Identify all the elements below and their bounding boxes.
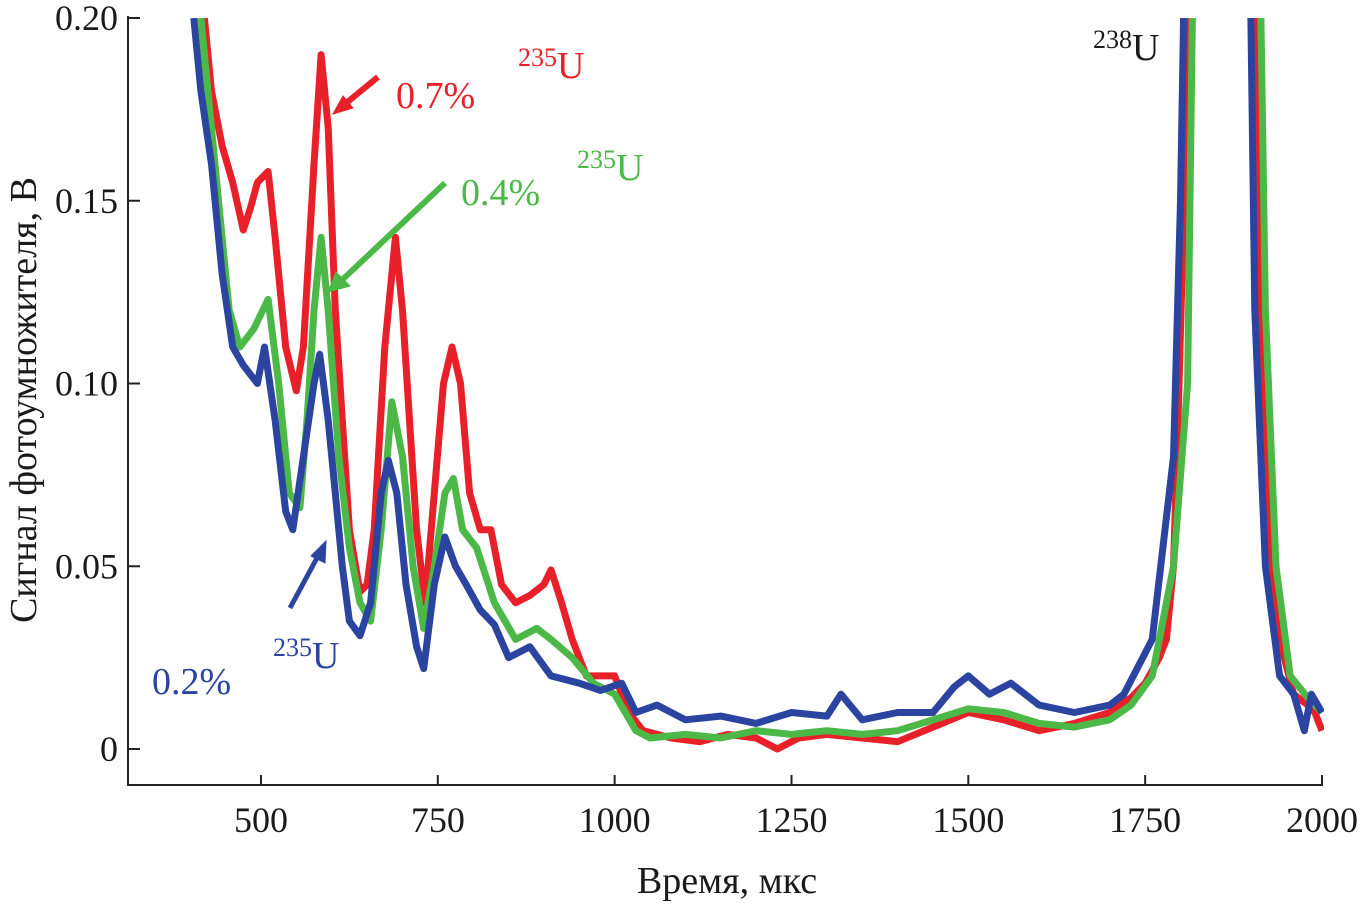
isotope-mass: 235 bbox=[273, 633, 312, 662]
series-line-0-4pct-0 bbox=[197, 18, 1196, 742]
annotation-red-isotope: 235U bbox=[518, 43, 584, 87]
annotation-blue-pct: 0.2% bbox=[152, 661, 231, 703]
isotope-mass: 235 bbox=[577, 145, 616, 174]
x-tick-label: 1250 bbox=[755, 800, 827, 840]
y-axis-label: Сигнал фотоумножителя, В bbox=[3, 177, 45, 623]
isotope-symbol: U bbox=[557, 45, 584, 87]
series-line-0-7pct-0 bbox=[200, 18, 1192, 753]
annotation-u238: 238U bbox=[1093, 25, 1159, 69]
ticks-layer: 500 750 1000 1250 1500 1750 2000 0 0.05 0.10 0.15 0… bbox=[55, 0, 1358, 840]
x-tick-label: 1500 bbox=[932, 800, 1004, 840]
isotope-mass: 235 bbox=[518, 43, 557, 72]
series-layer bbox=[190, 18, 1324, 753]
y-tick-label: 0.20 bbox=[55, 0, 118, 38]
y-tick-label: 0.15 bbox=[55, 181, 118, 221]
isotope-symbol: U bbox=[312, 635, 339, 677]
green-arrow bbox=[327, 180, 448, 293]
x-tick-label: 1000 bbox=[579, 800, 651, 840]
series-line-0-2pct-1 bbox=[1247, 18, 1324, 735]
x-tick-label: 500 bbox=[234, 800, 288, 840]
y-tick-label: 0.10 bbox=[55, 364, 118, 404]
isotope-symbol: U bbox=[616, 147, 643, 189]
annotation-green-pct: 0.4% bbox=[461, 172, 540, 214]
isotope-mass: 238 bbox=[1093, 25, 1132, 54]
annotation-green-isotope: 235U bbox=[577, 145, 643, 189]
series-line-0-2pct-0 bbox=[190, 18, 1188, 727]
red-arrow bbox=[331, 74, 380, 115]
x-tick-label: 1750 bbox=[1109, 800, 1181, 840]
annotation-blue-isotope: 235U bbox=[273, 633, 339, 677]
isotope-symbol: U bbox=[1132, 27, 1159, 69]
y-tick-label: 0.05 bbox=[55, 546, 118, 586]
y-tick-label: 0 bbox=[100, 729, 118, 769]
x-axis-label: Время, мкс bbox=[637, 860, 817, 902]
x-tick-label: 750 bbox=[411, 800, 465, 840]
annotation-red-pct: 0.7% bbox=[396, 75, 475, 117]
x-tick-label: 2000 bbox=[1286, 800, 1358, 840]
blue-arrow bbox=[287, 539, 327, 610]
